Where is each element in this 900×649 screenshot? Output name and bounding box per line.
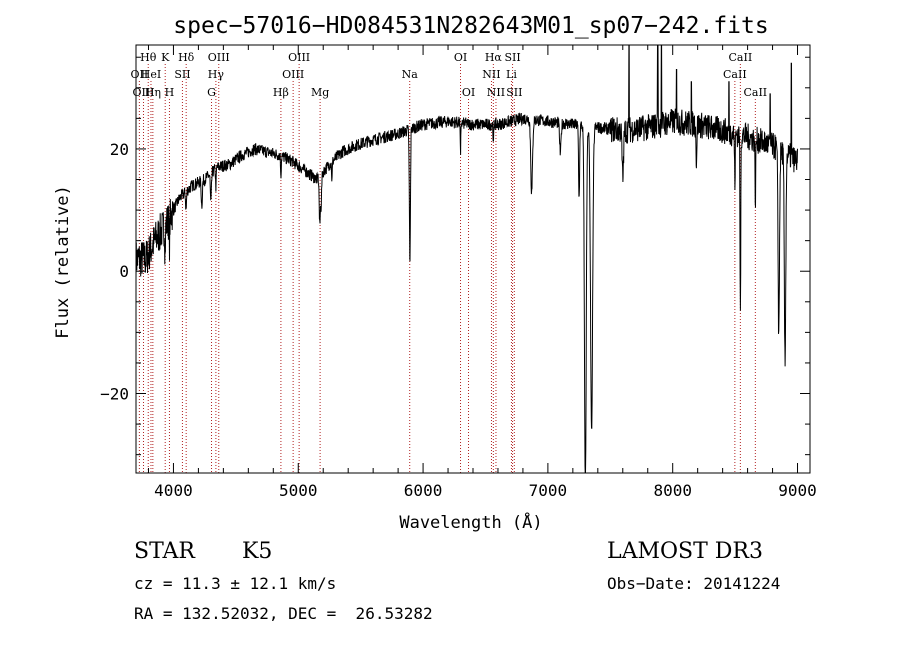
line-label-20: NII	[482, 68, 500, 81]
plot-frame	[135, 44, 811, 474]
subclass: K5	[242, 539, 273, 564]
line-label-26: CaII	[723, 68, 747, 81]
line-label-27: CaII	[743, 86, 767, 99]
line-label-3: HeI	[141, 68, 161, 81]
line-label-24: SII	[506, 86, 522, 99]
line-label-2: OIII	[132, 86, 154, 99]
line-label-1: OII	[131, 68, 149, 81]
obs-date: Obs−Date: 20141224	[607, 574, 781, 593]
object-type: STAR	[134, 539, 195, 564]
line-label-15: Mg	[311, 86, 329, 99]
line-label-7: H	[165, 86, 175, 99]
line-label-16: Na	[402, 68, 419, 81]
x-tick-label-3: 7000	[529, 481, 568, 500]
x-tick-label-0: 4000	[154, 481, 193, 500]
x-axis-label: Wavelength (Å)	[399, 511, 542, 533]
spectrum-line	[135, 44, 798, 474]
redshift-text: cz = 11.3 ± 12.1 km/s	[134, 574, 337, 593]
line-label-9: OIII	[208, 51, 230, 64]
y-tick-label-2: 20	[110, 140, 129, 159]
x-tick-label-2: 6000	[404, 481, 443, 500]
line-label-13: OIII	[288, 51, 310, 64]
line-label-6: SII	[174, 68, 190, 81]
x-tick-label-1: 5000	[279, 481, 318, 500]
x-tick-label-5: 9000	[778, 481, 817, 500]
line-label-12: Hβ	[273, 86, 289, 99]
y-tick-label-1: 0	[119, 262, 129, 281]
line-label-22: SII	[504, 51, 520, 64]
line-label-5: K	[161, 51, 170, 64]
line-label-23: Li	[506, 68, 517, 81]
line-label-10: Hγ	[208, 68, 225, 81]
line-label-18: OI	[462, 86, 475, 99]
line-label-0: Hθ	[140, 51, 157, 64]
line-label-25: CaII	[729, 51, 753, 64]
y-tick-label-0: −20	[100, 385, 129, 404]
line-label-19: Hα	[485, 51, 503, 64]
x-tick-label-4: 8000	[653, 481, 692, 500]
line-label-21: NII	[487, 86, 505, 99]
line-label-11: G	[207, 86, 216, 99]
coordinates: RA = 132.52032, DEC = 26.53282	[134, 604, 433, 623]
line-label-8: Hδ	[178, 51, 195, 64]
line-label-4: Hη	[145, 86, 161, 99]
survey-label: LAMOST DR3	[607, 539, 763, 564]
line-label-14: OIII	[282, 68, 304, 81]
y-axis-label: Flux (relative)	[53, 185, 73, 339]
chart-title: spec−57016−HD084531N282643M01_sp07−242.f…	[173, 13, 768, 39]
line-label-17: OI	[454, 51, 467, 64]
